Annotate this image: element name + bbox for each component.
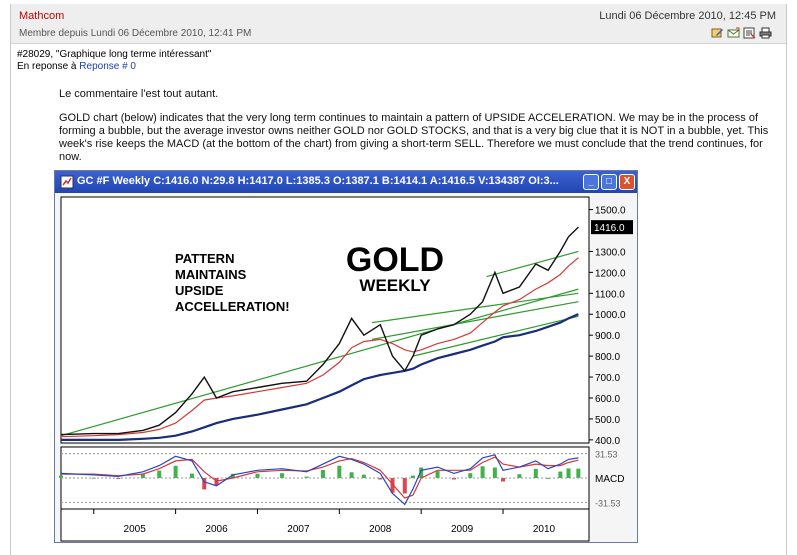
y-tick-label: 1100.0 — [595, 289, 625, 300]
paragraph-analysis: GOLD chart (below) indicates that the ve… — [59, 112, 769, 163]
y-tick-label: 800.0 — [595, 352, 620, 363]
paragraph-intro: Le commentaire l'est tout autant. — [59, 88, 219, 100]
reply-icon[interactable] — [727, 27, 740, 39]
macd-fast-line — [60, 454, 579, 506]
macd-histogram-bar — [411, 475, 415, 478]
macd-histogram-bar — [140, 473, 145, 478]
chart-app-icon — [60, 175, 74, 189]
macd-label: MACD — [595, 474, 624, 485]
trend-line — [371, 301, 579, 340]
macd-lower-label: -31.53 — [595, 498, 621, 508]
macd-histogram-bar — [59, 475, 63, 478]
chart-window-titlebar[interactable]: GC #F Weekly C:1416.0 N:29.8 H:1417.0 L:… — [55, 171, 637, 193]
quote-icon[interactable] — [743, 27, 756, 39]
macd-histogram-bar — [202, 478, 207, 490]
y-tick-label: 1000.0 — [595, 310, 626, 321]
macd-histogram-bar — [558, 471, 563, 478]
macd-histogram-bar — [320, 470, 325, 478]
last-price-box — [591, 220, 633, 235]
macd-histogram-bar — [255, 473, 260, 478]
post-meta: #28029, "Graphique long terme intéressan… — [17, 49, 211, 73]
annotation-line: PATTERN — [175, 251, 234, 266]
x-tick-label: 2009 — [451, 524, 474, 535]
post-body: Le commentaire l'est tout autant. GOLD c… — [59, 88, 779, 175]
annotation-line: ACCELLERATION! — [175, 299, 290, 314]
x-tick-label: 2006 — [205, 524, 228, 535]
x-tick-label: 2007 — [287, 524, 310, 535]
post-date: Lundi 06 Décembre 2010, 12:45 PM — [599, 10, 776, 22]
macd-signal-line — [61, 456, 579, 499]
maximize-button[interactable]: □ — [601, 174, 617, 190]
macd-histogram-bar — [533, 468, 538, 478]
trend-line — [371, 292, 579, 324]
x-tick-label: 2005 — [124, 524, 147, 535]
y-tick-label: 900.0 — [595, 331, 620, 342]
member-since: Membre depuis Lundi 06 Décembre 2010, 12… — [19, 28, 252, 39]
forum-post: Mathcom Membre depuis Lundi 06 Décembre … — [10, 4, 787, 555]
moving-average-long-line — [61, 313, 579, 441]
y-tick-label: 500.0 — [595, 415, 620, 426]
time-axis-pane — [60, 508, 590, 542]
post-title: #28029, "Graphique long terme intéressan… — [17, 49, 212, 60]
macd-histogram-bar — [517, 474, 522, 478]
macd-histogram-bar — [468, 473, 473, 478]
macd-histogram-bar — [157, 470, 162, 478]
chart-subtitle: WEEKLY — [359, 276, 431, 295]
macd-histogram-bar — [280, 473, 285, 478]
macd-histogram-bar — [451, 478, 456, 480]
y-tick-label: 1200.0 — [595, 268, 626, 279]
macd-histogram-bar — [189, 473, 194, 478]
macd-histogram-bar — [378, 478, 383, 480]
minimize-button[interactable]: _ — [583, 174, 599, 190]
reply-link[interactable]: Reponse # 0 — [79, 61, 136, 72]
reply-line: En reponse à Reponse # 0 — [17, 61, 211, 73]
chart-window: GC #F Weekly C:1416.0 N:29.8 H:1417.0 L:… — [54, 170, 638, 543]
x-tick-label: 2008 — [369, 524, 392, 535]
macd-histogram-bar — [546, 477, 551, 479]
macd-histogram-bar — [402, 478, 407, 494]
moving-average-short-line — [60, 257, 579, 438]
close-button[interactable]: X — [619, 174, 635, 190]
price-pane — [60, 196, 590, 444]
y-tick-label: 1300.0 — [595, 247, 626, 258]
macd-histogram-bar — [337, 465, 342, 478]
macd-histogram-bar — [304, 476, 309, 478]
annotation-line: MAINTAINS — [175, 267, 247, 282]
macd-histogram-bar — [566, 468, 571, 478]
macd-upper-label: 31.53 — [595, 450, 618, 460]
y-tick-label: 1500.0 — [595, 206, 626, 217]
macd-histogram-bar — [349, 472, 354, 478]
macd-histogram-bar — [501, 478, 506, 482]
annotation-line: UPSIDE — [175, 283, 224, 298]
post-toolbar — [711, 27, 772, 39]
macd-histogram-bar — [419, 467, 424, 478]
post-header: Mathcom Membre depuis Lundi 06 Décembre … — [11, 4, 786, 44]
macd-histogram-bar — [390, 478, 395, 493]
print-icon[interactable] — [759, 27, 772, 39]
trend-line — [60, 288, 579, 437]
chart-window-title: GC #F Weekly C:1416.0 N:29.8 H:1417.0 L:… — [77, 175, 559, 187]
macd-histogram-bar — [230, 473, 235, 478]
chart-title: GOLD — [346, 241, 444, 279]
macd-histogram-bar — [480, 466, 485, 478]
macd-histogram-bar — [435, 471, 440, 478]
edit-icon[interactable] — [711, 27, 724, 39]
macd-histogram-bar — [361, 474, 366, 478]
y-tick-label: 700.0 — [595, 373, 620, 384]
author-name[interactable]: Mathcom — [19, 10, 65, 22]
last-price-label: 1416.0 — [594, 223, 625, 234]
macd-histogram-bar — [576, 468, 581, 478]
x-tick-label: 2010 — [533, 524, 556, 535]
trend-line — [486, 250, 579, 278]
macd-histogram-bar — [173, 465, 178, 478]
y-tick-label: 400.0 — [595, 436, 620, 447]
y-tick-label: 600.0 — [595, 394, 620, 405]
gold-weekly-chart: 1500.0 1300.0 1200.0 1100.0 1000.0 900.0 800.0… — [59, 196, 633, 542]
macd-histogram-bar — [492, 467, 497, 478]
price-line — [60, 226, 579, 436]
reply-prefix: En reponse à — [17, 61, 77, 72]
trend-line — [412, 315, 579, 357]
